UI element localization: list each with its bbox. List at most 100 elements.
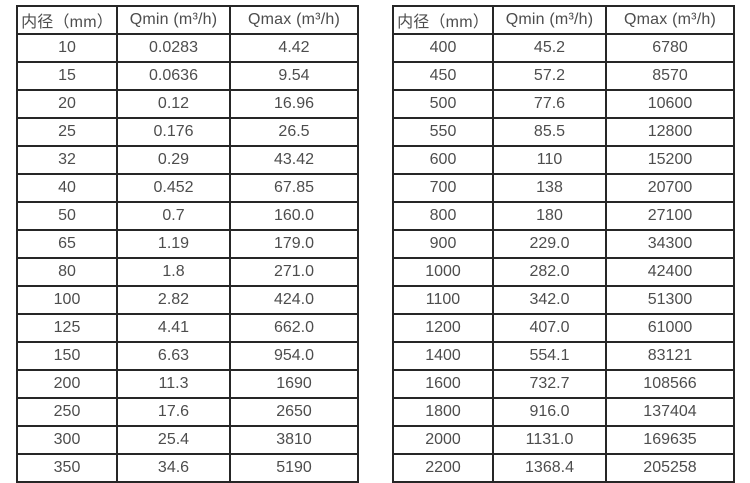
- table-cell: 250: [16, 397, 118, 427]
- table-cell: 150: [16, 341, 118, 371]
- flow-table-left: 内径（mm） Qmin (m³/h) Qmax (m³/h) 10 0.0283 4…: [16, 5, 359, 483]
- table-cell: 4.41: [116, 313, 231, 343]
- table-cell: 40: [16, 173, 118, 203]
- table-row: 1100 342.0 51300: [392, 285, 735, 315]
- table-cell: 25: [16, 117, 118, 147]
- table-cell: 51300: [605, 285, 735, 315]
- table-row: 800 180 27100: [392, 201, 735, 231]
- table-cell: 342.0: [492, 285, 607, 315]
- table-row: 1800 916.0 137404: [392, 397, 735, 427]
- table-row: 40 0.452 67.85: [16, 173, 359, 203]
- table-cell: 900: [392, 229, 494, 259]
- table-cell: 350: [16, 453, 118, 483]
- table-cell: 27100: [605, 201, 735, 231]
- table-cell: 0.0636: [116, 61, 231, 91]
- table-cell: 42400: [605, 257, 735, 287]
- table-row: 1200 407.0 61000: [392, 313, 735, 343]
- table-cell: 25.4: [116, 425, 231, 455]
- table-row: 15 0.0636 9.54: [16, 61, 359, 91]
- table-cell: 700: [392, 173, 494, 203]
- table-cell: 1.8: [116, 257, 231, 287]
- table-cell: 1000: [392, 257, 494, 287]
- table-cell: 61000: [605, 313, 735, 343]
- table-cell: 1131.0: [492, 425, 607, 455]
- table-cell: 50: [16, 201, 118, 231]
- table-cell: 2.82: [116, 285, 231, 315]
- table-cell: 407.0: [492, 313, 607, 343]
- header-qmin: Qmin (m³/h): [116, 5, 231, 35]
- table-row: 1400 554.1 83121: [392, 341, 735, 371]
- table-row: 25 0.176 26.5: [16, 117, 359, 147]
- table-cell: 108566: [605, 369, 735, 399]
- table-cell: 282.0: [492, 257, 607, 287]
- table-cell: 0.176: [116, 117, 231, 147]
- table-cell: 205258: [605, 453, 735, 483]
- table-cell: 15200: [605, 145, 735, 175]
- table-cell: 45.2: [492, 33, 607, 63]
- header-qmin: Qmin (m³/h): [492, 5, 607, 35]
- table-row: 600 110 15200: [392, 145, 735, 175]
- table-cell: 1800: [392, 397, 494, 427]
- table-cell: 2650: [229, 397, 359, 427]
- table-cell: 180: [492, 201, 607, 231]
- table-row: 32 0.29 43.42: [16, 145, 359, 175]
- table-row: 150 6.63 954.0: [16, 341, 359, 371]
- table-row: 20 0.12 16.96: [16, 89, 359, 119]
- flow-table-right: 内径（mm） Qmin (m³/h) Qmax (m³/h) 400 45.2 67…: [392, 5, 735, 483]
- table-cell: 271.0: [229, 257, 359, 287]
- table-cell: 43.42: [229, 145, 359, 175]
- table-cell: 17.6: [116, 397, 231, 427]
- table-cell: 800: [392, 201, 494, 231]
- table-row: 65 1.19 179.0: [16, 229, 359, 259]
- table-cell: 32: [16, 145, 118, 175]
- table-cell: 34.6: [116, 453, 231, 483]
- table-cell: 732.7: [492, 369, 607, 399]
- table-row: 1000 282.0 42400: [392, 257, 735, 287]
- table-header-row: 内径（mm） Qmin (m³/h) Qmax (m³/h): [16, 5, 359, 35]
- table-cell: 77.6: [492, 89, 607, 119]
- table-cell: 0.7: [116, 201, 231, 231]
- table-cell: 954.0: [229, 341, 359, 371]
- table-body: 400 45.2 6780 450 57.2 8570 500 77.6 10600 550 85.…: [392, 33, 735, 483]
- header-qmax: Qmax (m³/h): [229, 5, 359, 35]
- table-cell: 1400: [392, 341, 494, 371]
- table-row: 2000 1131.0 169635: [392, 425, 735, 455]
- table-row: 50 0.7 160.0: [16, 201, 359, 231]
- table-body: 10 0.0283 4.42 15 0.0636 9.54 20 0.12 16.96 25 0.1…: [16, 33, 359, 483]
- table-cell: 6.63: [116, 341, 231, 371]
- table-cell: 554.1: [492, 341, 607, 371]
- table-cell: 34300: [605, 229, 735, 259]
- table-row: 100 2.82 424.0: [16, 285, 359, 315]
- table-row: 900 229.0 34300: [392, 229, 735, 259]
- table-cell: 550: [392, 117, 494, 147]
- table-cell: 65: [16, 229, 118, 259]
- table-header-row: 内径（mm） Qmin (m³/h) Qmax (m³/h): [392, 5, 735, 35]
- table-cell: 2200: [392, 453, 494, 483]
- table-cell: 110: [492, 145, 607, 175]
- table-cell: 80: [16, 257, 118, 287]
- table-cell: 83121: [605, 341, 735, 371]
- table-row: 1600 732.7 108566: [392, 369, 735, 399]
- table-cell: 12800: [605, 117, 735, 147]
- table-cell: 1100: [392, 285, 494, 315]
- table-cell: 600: [392, 145, 494, 175]
- table-cell: 67.85: [229, 173, 359, 203]
- table-row: 700 138 20700: [392, 173, 735, 203]
- table-cell: 1600: [392, 369, 494, 399]
- table-cell: 100: [16, 285, 118, 315]
- table-row: 80 1.8 271.0: [16, 257, 359, 287]
- table-cell: 450: [392, 61, 494, 91]
- table-cell: 6780: [605, 33, 735, 63]
- header-qmax: Qmax (m³/h): [605, 5, 735, 35]
- table-row: 250 17.6 2650: [16, 397, 359, 427]
- table-row: 400 45.2 6780: [392, 33, 735, 63]
- table-cell: 500: [392, 89, 494, 119]
- table-cell: 300: [16, 425, 118, 455]
- table-cell: 1368.4: [492, 453, 607, 483]
- table-cell: 1690: [229, 369, 359, 399]
- table-cell: 0.0283: [116, 33, 231, 63]
- table-row: 125 4.41 662.0: [16, 313, 359, 343]
- table-cell: 20700: [605, 173, 735, 203]
- table-cell: 424.0: [229, 285, 359, 315]
- table-cell: 57.2: [492, 61, 607, 91]
